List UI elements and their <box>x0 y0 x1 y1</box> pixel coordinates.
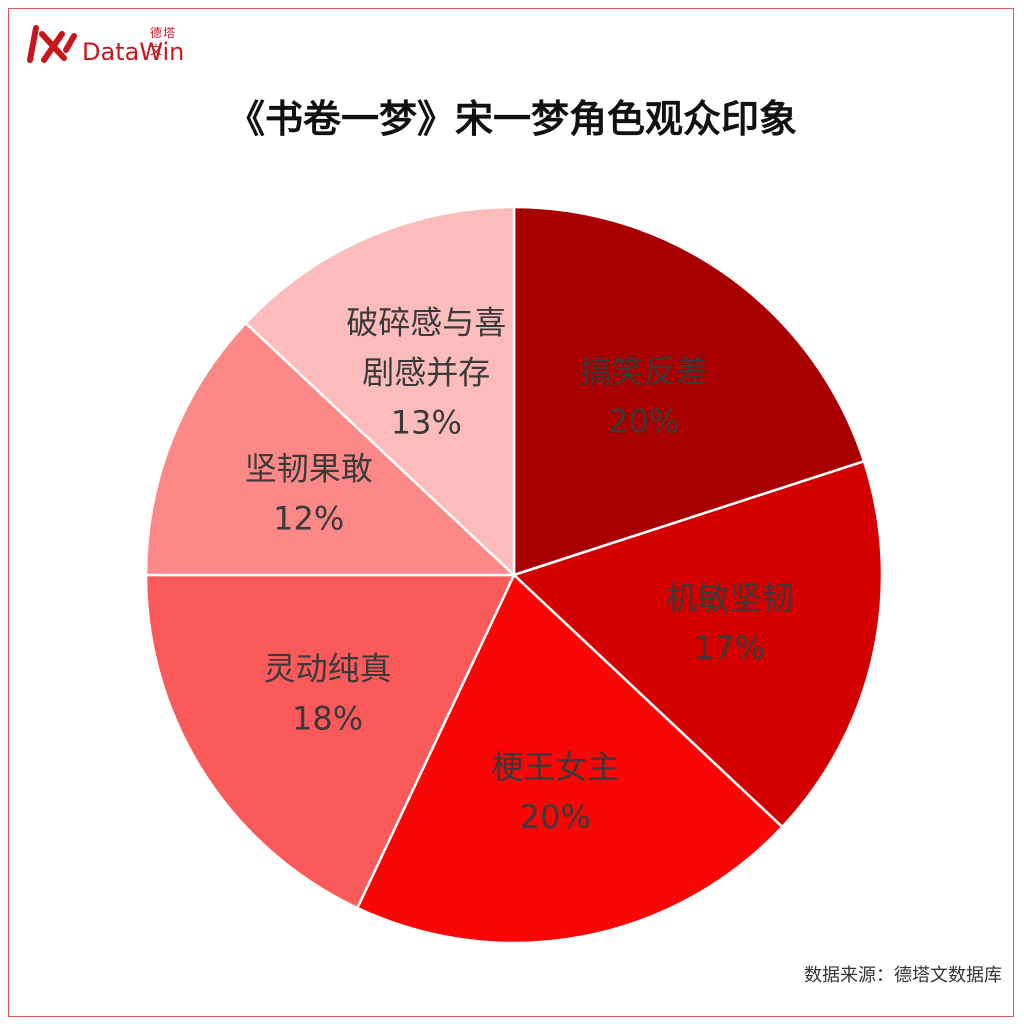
slice-value-text: 18% <box>292 699 363 737</box>
slice-label-4: 坚韧果敢 12% <box>245 450 373 538</box>
slice-label-1: 机敏坚韧 17% <box>665 579 793 667</box>
chart-frame <box>8 8 1014 1017</box>
slice-label-5: 破碎感与喜剧感并存 13% <box>346 303 506 441</box>
slice-value-text: 20% <box>520 798 591 836</box>
slice-category-text: 坚韧果敢 <box>245 450 373 488</box>
slice-value-text: 12% <box>273 500 344 538</box>
pie-slice-5 <box>243 205 516 578</box>
data-source-note: 数据来源：德塔文数据库 <box>804 965 1002 986</box>
slice-category-text: 搞笑反差 <box>580 352 708 390</box>
brand-logo: 德塔文 DataWin <box>26 20 186 72</box>
pie-slice-3 <box>144 573 516 910</box>
slice-category-text: 梗王女主 <box>491 748 619 786</box>
pie-slice-4 <box>144 321 518 577</box>
slice-value-text: 20% <box>608 402 679 440</box>
brand-name-en: DataWin <box>82 38 185 66</box>
slice-value-text: 17% <box>694 629 765 667</box>
chart-title: 《书卷一梦》宋一梦角色观众印象 <box>226 97 797 141</box>
slice-category-text: 机敏坚韧 <box>665 579 793 617</box>
slice-category-text: 剧感并存 <box>362 353 490 391</box>
brand-name-cn: 德塔文 <box>150 26 177 57</box>
pie-slice-2 <box>355 572 785 945</box>
pie-slice-0 <box>512 205 866 577</box>
slice-label-2: 梗王女主 20% <box>491 748 619 836</box>
slice-category-text: 灵动纯真 <box>264 649 392 687</box>
datawin-logo-icon <box>27 25 77 63</box>
slice-category-text: 破碎感与喜 <box>346 303 506 341</box>
pie-slice-1 <box>511 459 884 829</box>
slice-label-3: 灵动纯真 18% <box>264 649 392 737</box>
slice-label-0: 搞笑反差 20% <box>580 352 708 440</box>
slice-value-text: 13% <box>391 403 462 441</box>
